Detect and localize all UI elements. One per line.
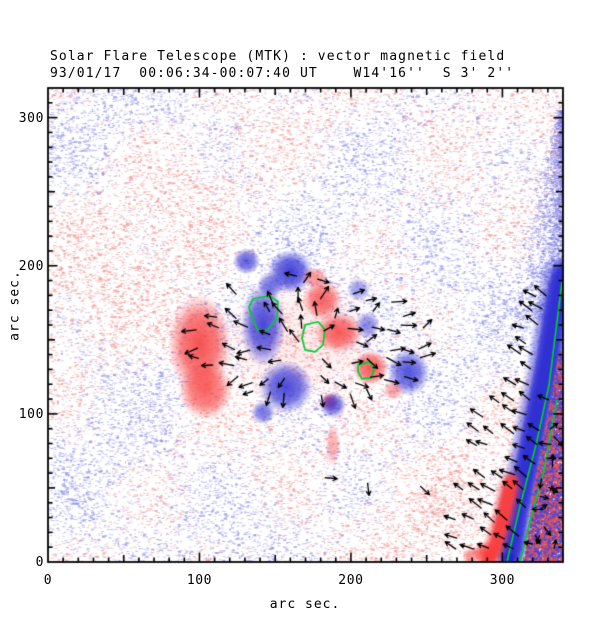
x-axis-title: arc sec.: [269, 597, 341, 612]
x-tick-label-300: 300: [489, 573, 516, 588]
y-axis-title: arc sec.: [7, 270, 23, 341]
y-tick-label-100: 100: [18, 406, 44, 422]
x-tick-label-200: 200: [338, 573, 364, 588]
y-tick-label-0: 0: [35, 555, 44, 570]
x-tick-label-100: 100: [186, 573, 213, 588]
x-tick-label-0: 0: [43, 573, 53, 588]
figure-title: Solar Flare Telescope (MTK) : vector mag…: [50, 49, 506, 64]
y-tick-label-200: 200: [18, 258, 44, 274]
figure-subtitle-datetime-pointing: 93/01/17 00:06:34-00:07:40 UT W14'16'' S…: [50, 66, 515, 81]
y-tick-label-300: 300: [18, 110, 44, 126]
